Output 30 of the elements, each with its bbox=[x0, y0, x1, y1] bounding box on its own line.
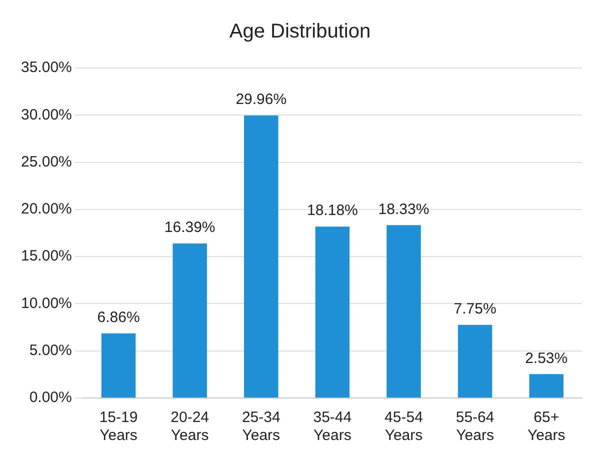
y-tick-label: 30.00% bbox=[21, 106, 72, 124]
y-tick-label: 5.00% bbox=[29, 342, 72, 359]
y-tick-label: 20.00% bbox=[21, 200, 72, 218]
x-tick-label: 45-54 Years bbox=[384, 409, 423, 444]
x-tick-label: 20-24 Years bbox=[170, 409, 210, 444]
y-tick-label: 25.00% bbox=[21, 153, 72, 170]
bar bbox=[172, 243, 207, 398]
y-tick-label: 35.00% bbox=[21, 59, 72, 76]
x-tick-label: 35-44 Years bbox=[313, 409, 352, 444]
bar bbox=[529, 374, 564, 398]
x-tick-label: 15-19 Years bbox=[99, 409, 138, 444]
y-tick-label: 0.00% bbox=[29, 389, 72, 406]
data-label: 2.53% bbox=[525, 350, 568, 367]
x-tick-label: 55-64 Years bbox=[456, 409, 494, 444]
data-label: 18.33% bbox=[378, 200, 430, 218]
chart-title: Age Distribution bbox=[229, 20, 371, 43]
bar bbox=[386, 225, 421, 398]
data-label: 29.96% bbox=[236, 91, 287, 108]
bar bbox=[458, 324, 492, 398]
data-label: 16.39% bbox=[164, 219, 216, 236]
bar bbox=[244, 116, 278, 398]
bar bbox=[101, 333, 136, 398]
x-tick-label: 65+ Years bbox=[527, 409, 566, 444]
y-tick-label: 10.00% bbox=[21, 294, 72, 312]
data-label: 18.18% bbox=[307, 202, 358, 220]
data-label: 6.86% bbox=[97, 308, 140, 326]
y-tick-label: 15.00% bbox=[21, 248, 72, 265]
bar bbox=[315, 226, 350, 398]
data-label: 7.75% bbox=[454, 300, 496, 318]
x-tick-label: 25-34 Years bbox=[242, 409, 280, 444]
